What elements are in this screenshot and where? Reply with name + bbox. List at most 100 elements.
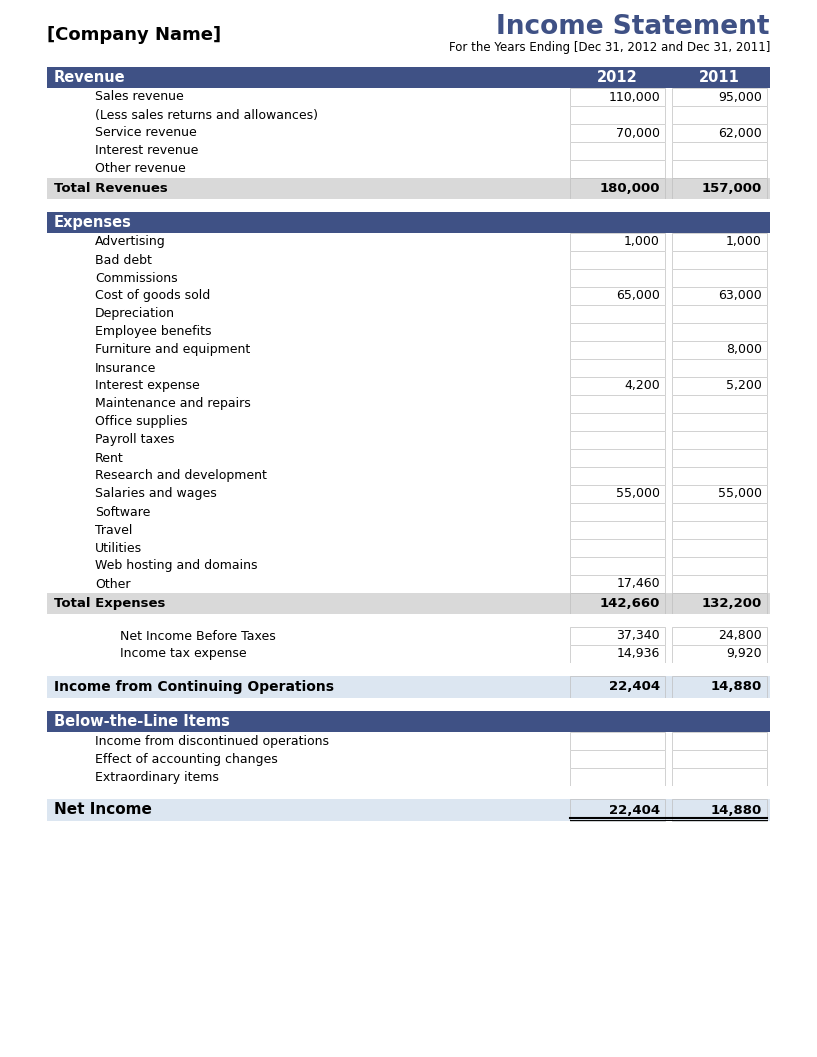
Text: Total Revenues: Total Revenues [54,182,167,194]
Bar [672,106,767,124]
Text: 132,200: 132,200 [702,597,762,610]
Bar [570,521,665,539]
Bar [672,124,767,142]
Bar [672,142,767,160]
Text: Maintenance and repairs: Maintenance and repairs [95,397,251,410]
Bar [672,341,767,359]
Bar [47,557,770,575]
Text: Furniture and equipment: Furniture and equipment [95,344,250,356]
Bar [47,341,770,359]
Text: 8,000: 8,000 [726,344,762,356]
Bar [672,799,767,821]
Text: 55,000: 55,000 [718,487,762,501]
Bar [47,142,770,160]
Text: Income tax expense: Income tax expense [120,648,247,661]
Bar [47,467,770,485]
Text: 55,000: 55,000 [616,487,660,501]
Bar [47,67,770,88]
Bar [47,377,770,395]
Text: Service revenue: Service revenue [95,127,197,140]
Bar [570,305,665,323]
Bar [47,799,770,821]
Bar [47,733,770,750]
Bar [672,557,767,575]
Bar [672,768,767,786]
Bar [570,449,665,467]
Bar [672,288,767,305]
Bar [672,88,767,106]
Text: 142,660: 142,660 [600,597,660,610]
Bar [570,539,665,557]
Bar [47,88,770,106]
Bar [672,395,767,413]
Bar [570,557,665,575]
Bar [570,142,665,160]
Bar [47,614,770,627]
Text: Effect of accounting changes: Effect of accounting changes [95,753,278,765]
Bar [570,503,665,521]
Bar [570,645,665,663]
Bar [672,268,767,288]
Bar [570,413,665,431]
Bar [570,323,665,341]
Bar [47,676,770,698]
Bar [570,799,665,821]
Text: 180,000: 180,000 [600,182,660,194]
Bar [47,503,770,521]
Text: 65,000: 65,000 [616,290,660,302]
Text: 110,000: 110,000 [608,91,660,104]
Text: Payroll taxes: Payroll taxes [95,433,175,446]
Bar [672,359,767,377]
Text: 14,880: 14,880 [711,803,762,816]
Bar [672,503,767,521]
Bar [570,485,665,503]
Text: 37,340: 37,340 [616,630,660,643]
Text: Net Income Before Taxes: Net Income Before Taxes [120,630,276,643]
Text: Total Expenses: Total Expenses [54,597,165,610]
Text: Utilities: Utilities [95,541,142,555]
Bar [570,431,665,449]
Bar [47,160,770,178]
Text: Income from discontinued operations: Income from discontinued operations [95,735,329,747]
Bar [672,485,767,503]
Bar [47,485,770,503]
Bar [570,268,665,288]
Bar [47,575,770,593]
Text: Advertising: Advertising [95,236,166,248]
Text: Software: Software [95,505,150,519]
Text: 22,404: 22,404 [609,681,660,693]
Bar [47,663,770,676]
Bar [570,359,665,377]
Bar [47,268,770,288]
Text: Income from Continuing Operations: Income from Continuing Operations [54,680,334,694]
Text: 1,000: 1,000 [624,236,660,248]
Bar [672,449,767,467]
Text: [Company Name]: [Company Name] [47,26,221,44]
Text: For the Years Ending [Dec 31, 2012 and Dec 31, 2011]: For the Years Ending [Dec 31, 2012 and D… [449,40,770,54]
Bar [570,106,665,124]
Bar [672,593,767,614]
Text: Cost of goods sold: Cost of goods sold [95,290,210,302]
Text: 95,000: 95,000 [718,91,762,104]
Text: 2011: 2011 [699,70,740,85]
Bar [47,106,770,124]
Bar [672,160,767,178]
Text: 14,936: 14,936 [617,648,660,661]
Bar [47,593,770,614]
Bar [570,341,665,359]
Text: Other revenue: Other revenue [95,163,185,175]
Bar [47,395,770,413]
Bar [570,750,665,768]
Bar [672,251,767,268]
Bar [672,750,767,768]
Text: Office supplies: Office supplies [95,415,187,428]
Bar [570,88,665,106]
Bar [47,786,770,799]
Bar [47,178,770,199]
Bar [47,645,770,663]
Text: Extraordinary items: Extraordinary items [95,771,219,783]
Text: Research and development: Research and development [95,469,267,482]
Bar [672,431,767,449]
Bar [570,768,665,786]
Text: 157,000: 157,000 [702,182,762,194]
